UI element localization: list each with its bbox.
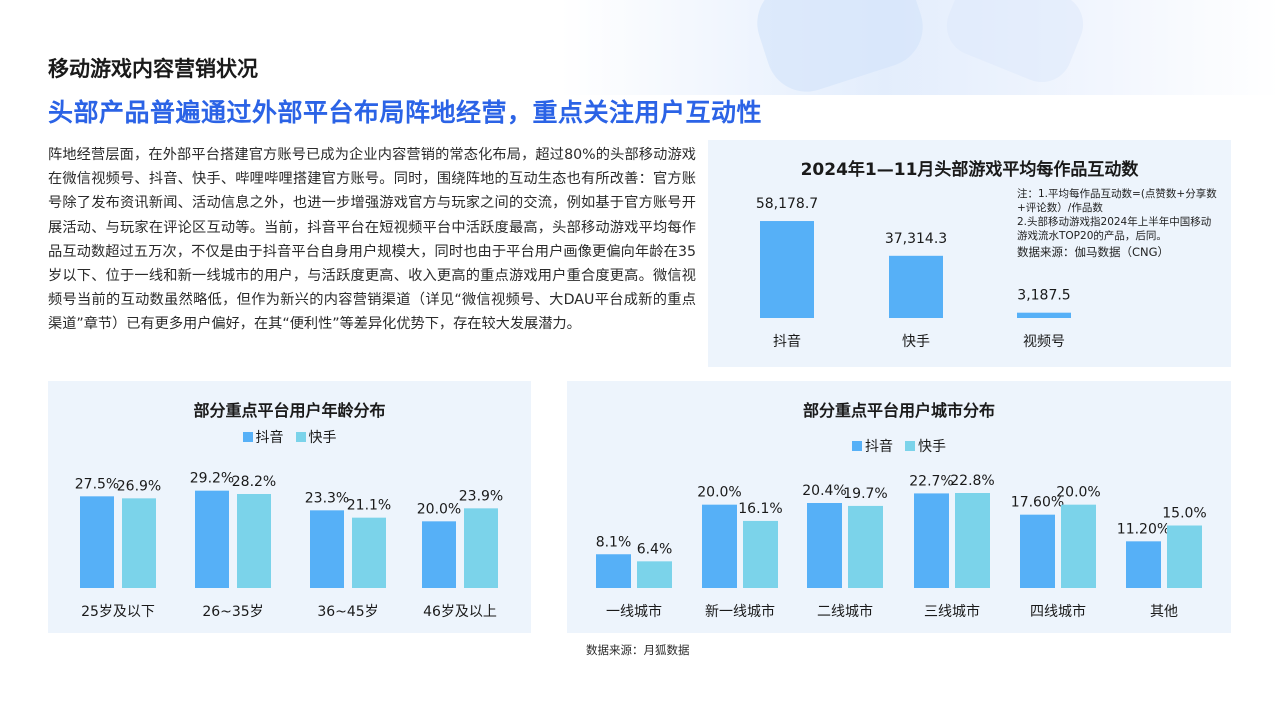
bar [889, 255, 943, 318]
data-label: 6.4% [637, 541, 673, 557]
data-label: 11.20% [1117, 521, 1170, 537]
bar [955, 493, 990, 588]
legend-item: 快手 [295, 427, 337, 447]
chart-legend: 抖音 快手 [567, 436, 1231, 456]
headline: 头部产品普遍通过外部平台布局阵地经营，重点关注用户互动性 [48, 98, 763, 127]
category-label: 四线城市 [1030, 603, 1086, 620]
category-label: 新一线城市 [705, 603, 775, 620]
bar [1126, 541, 1161, 588]
chart-title: 2024年1—11月头部游戏平均每作品互动数 [800, 160, 1139, 180]
data-label: 22.7% [909, 473, 953, 489]
bar [596, 554, 631, 588]
bar [702, 504, 737, 588]
legend-swatch [905, 441, 915, 451]
bar [1061, 504, 1096, 588]
chart-title: 部分重点平台用户年龄分布 [193, 401, 386, 420]
category-label: 46岁及以上 [423, 604, 497, 620]
data-label: 22.8% [950, 473, 994, 489]
category-label: 三线城市 [924, 603, 980, 620]
bar [807, 503, 842, 588]
bar [352, 517, 386, 588]
note-source: 数据来源：伽马数据（CNG） [1017, 245, 1170, 259]
footer-source: 数据来源：月狐数据 [586, 643, 690, 657]
data-label: 19.7% [843, 486, 887, 502]
data-label: 21.1% [347, 498, 391, 514]
note-1: 注：1.平均每作品互动数=(点赞数+分享数+评论数）/作品数 [1017, 188, 1217, 214]
legend-item: 抖音 [242, 427, 284, 447]
data-label: 8.1% [596, 534, 632, 550]
legend-label: 抖音 [865, 439, 893, 455]
data-label: 20.0% [697, 485, 741, 501]
age-chart-panel: 部分重点平台用户年龄分布 抖音 快手 27.5% 26.9% 25岁及以下 29.2%… [48, 381, 531, 633]
chart-title: 部分重点平台用户城市分布 [802, 401, 995, 420]
section-title: 移动游戏内容营销状况 [48, 57, 258, 81]
data-label: 20.4% [802, 483, 846, 499]
legend-item: 抖音 [852, 436, 893, 456]
legend-swatch [242, 432, 253, 442]
category-label: 快手 [902, 334, 930, 350]
bar [914, 493, 949, 588]
legend-label: 快手 [918, 439, 946, 455]
data-label: 58,178.7 [756, 196, 818, 212]
bar [1167, 525, 1202, 588]
chart-legend: 抖音 快手 [48, 427, 531, 447]
bar [637, 561, 672, 588]
bar [195, 490, 229, 588]
bar [464, 508, 498, 588]
age-bar-chart: 27.5%26.9% 25岁及以下 29.2%28.2% 26~35岁 23.3%21.… [75, 471, 503, 620]
bar [80, 496, 114, 588]
bar [1017, 312, 1071, 318]
data-label: 20.0% [417, 501, 461, 517]
legend-swatch [852, 441, 862, 451]
chart-notes: 注：1.平均每作品互动数=(点赞数+分享数+评论数）/作品数 2.头部移动游戏指… [1017, 187, 1217, 259]
body-paragraph: 阵地经营层面，在外部平台搭建官方账号已成为企业内容营销的常态化布局，超过80%的… [48, 147, 696, 333]
category-label: 视频号 [1023, 334, 1065, 350]
legend-label: 抖音 [255, 430, 284, 446]
interaction-chart-panel: 2024年1—11月头部游戏平均每作品互动数 58,178.7 抖音 37,314.… [708, 140, 1231, 367]
note-2: 2.头部移动游戏指2024年上半年中国移动游戏流水TOP20的产品，后同。 [1017, 216, 1212, 242]
city-chart-panel: 部分重点平台用户城市分布 抖音 快手 8.1% 6.4% 一线城市 20.0% 16.1… [567, 381, 1231, 633]
legend-swatch [295, 432, 306, 442]
legend-item: 快手 [905, 436, 946, 456]
legend-label: 快手 [308, 430, 337, 446]
category-label: 26~35岁 [202, 604, 263, 620]
data-label: 28.2% [232, 474, 276, 490]
category-label: 其他 [1150, 604, 1178, 620]
category-label: 一线城市 [606, 603, 662, 620]
category-label: 25岁及以下 [81, 604, 155, 620]
data-label: 37,314.3 [885, 231, 947, 247]
bar [237, 494, 271, 588]
data-label: 17.60% [1011, 495, 1064, 511]
category-label: 36~45岁 [317, 604, 378, 620]
interaction-bar-chart: 58,178.7 抖音 37,314.3 快手 3,187.5 视频号 [756, 196, 1071, 350]
data-label: 15.0% [1162, 506, 1206, 522]
bar [743, 520, 778, 588]
data-label: 23.3% [305, 490, 349, 506]
data-label: 23.9% [459, 488, 503, 504]
bar [1020, 514, 1055, 588]
data-label: 26.9% [117, 478, 161, 494]
bar [422, 521, 456, 588]
bar [760, 221, 814, 318]
city-bar-chart: 8.1% 6.4%一线城市20.0%16.1%新一线城市20.4%19.7%二线城… [596, 473, 1207, 620]
category-label: 抖音 [773, 333, 801, 350]
data-label: 20.0% [1056, 485, 1100, 501]
data-label: 3,187.5 [1017, 288, 1070, 304]
bar [310, 510, 344, 588]
data-label: 27.5% [75, 476, 119, 492]
bar [122, 498, 156, 588]
data-label: 16.1% [738, 501, 782, 517]
category-label: 二线城市 [817, 603, 873, 620]
bar [848, 505, 883, 588]
data-label: 29.2% [190, 471, 234, 487]
